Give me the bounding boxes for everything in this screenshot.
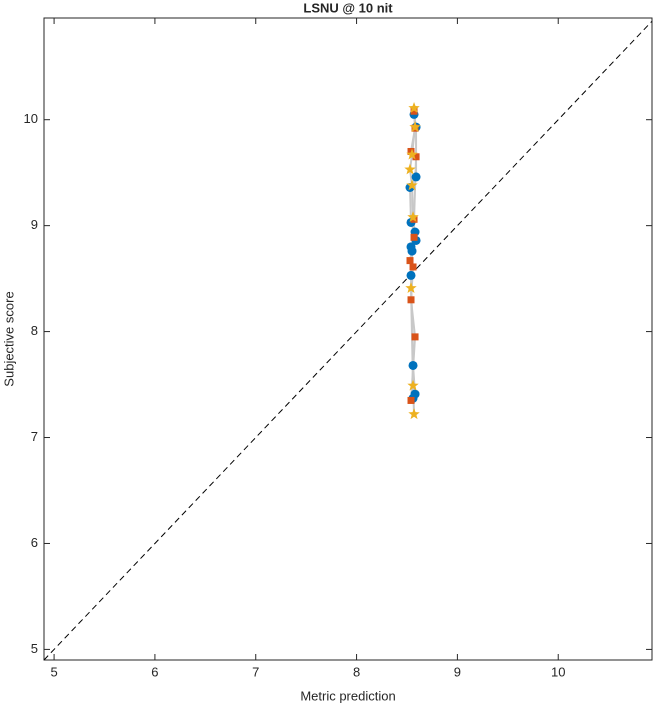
- point: [412, 153, 420, 161]
- point: [409, 121, 421, 132]
- y-tick-label: 9: [31, 217, 38, 232]
- y-tick-label: 8: [31, 323, 38, 338]
- point: [410, 233, 418, 241]
- point: [408, 360, 418, 370]
- point: [411, 172, 421, 182]
- point: [406, 179, 418, 191]
- x-tick-label: 6: [151, 664, 158, 679]
- point: [406, 270, 416, 280]
- x-tick-label: 9: [454, 664, 461, 679]
- point: [407, 379, 419, 391]
- point: [407, 246, 417, 256]
- point: [408, 102, 420, 113]
- y-axis-label: Subjective score: [1, 291, 16, 386]
- point: [411, 333, 419, 341]
- identity-line: [43, 20, 653, 661]
- point: [408, 408, 420, 420]
- y-tick-label: 6: [31, 535, 38, 550]
- plot-area: [43, 17, 653, 661]
- x-tick-label: 7: [252, 664, 259, 679]
- y-tick-label: 10: [24, 111, 38, 126]
- x-tick-label: 5: [50, 664, 57, 679]
- x-axis-label: Metric prediction: [300, 688, 395, 703]
- y-tick-label: 5: [31, 641, 38, 656]
- point: [407, 396, 415, 404]
- point: [407, 211, 419, 223]
- y-tick-label: 7: [31, 429, 38, 444]
- x-tick-label: 10: [551, 664, 565, 679]
- point: [406, 257, 414, 265]
- point: [407, 296, 415, 304]
- chart-title: LSNU @ 10 nit: [303, 0, 393, 15]
- point: [404, 163, 416, 175]
- point: [410, 107, 418, 115]
- point: [406, 148, 418, 160]
- x-tick-label: 8: [353, 664, 360, 679]
- point: [405, 282, 417, 293]
- point: [409, 263, 417, 271]
